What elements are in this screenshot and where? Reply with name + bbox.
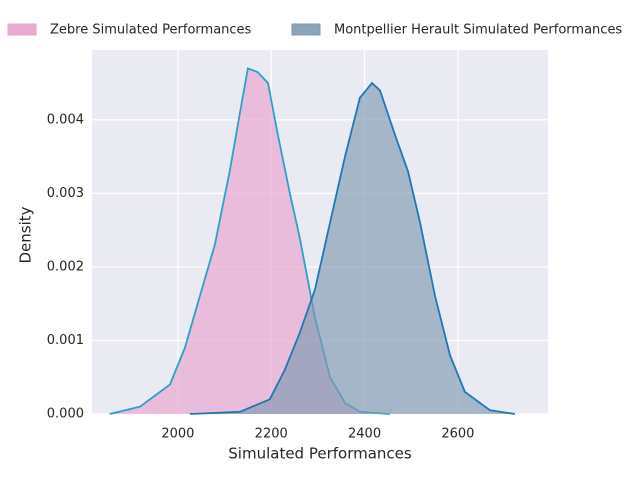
x-tick-label: 2600	[441, 427, 474, 442]
legend-swatch	[291, 23, 321, 36]
y-axis-label: Density	[17, 206, 35, 263]
density-area	[190, 83, 515, 414]
y-tick-label: 0.000	[47, 407, 84, 422]
y-tick-label: 0.004	[47, 112, 84, 127]
legend-label: Montpellier Herault Simulated Performanc…	[334, 23, 622, 38]
density-area	[109, 68, 390, 415]
legend-swatch	[7, 23, 37, 36]
density-line	[189, 81, 516, 415]
legend: Zebre Simulated Performances Montpellier …	[7, 23, 622, 38]
marks	[109, 67, 516, 415]
x-axis-label: Simulated Performances	[228, 445, 412, 463]
x-tick-label: 2000	[161, 427, 194, 442]
x-tick-label: 2400	[348, 427, 381, 442]
y-tick-label: 0.003	[47, 186, 84, 201]
y-tick-label: 0.002	[47, 259, 84, 274]
legend-label: Zebre Simulated Performances	[50, 23, 252, 38]
y-tick-label: 0.001	[47, 333, 84, 348]
x-tick-label: 2200	[255, 427, 288, 442]
